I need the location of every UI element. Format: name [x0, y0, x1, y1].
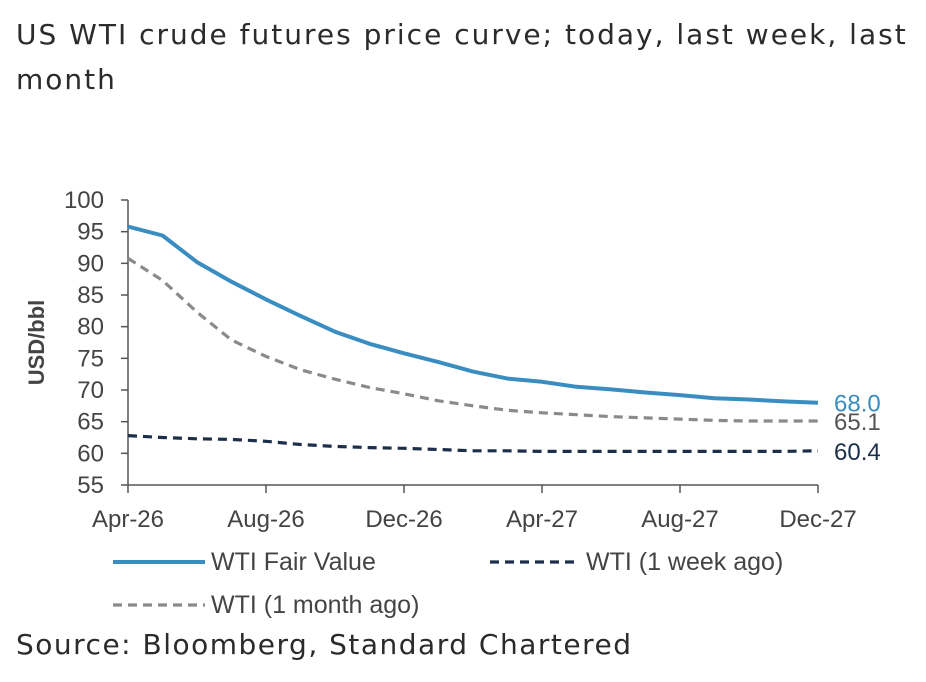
x-tick-label: Apr-27 — [506, 506, 578, 533]
x-tick-label: Dec-27 — [779, 506, 856, 533]
y-tick-label: 55 — [77, 472, 104, 499]
end-value-label: 65.1 — [834, 409, 881, 436]
y-tick-label: 60 — [77, 440, 104, 467]
legend-label: WTI (1 week ago) — [586, 548, 783, 576]
legend-label: WTI (1 month ago) — [211, 591, 419, 619]
y-tick-label: 65 — [77, 409, 104, 436]
series-line-3 — [127, 256, 818, 423]
x-tick-label: Apr-26 — [92, 506, 164, 533]
y-tick-label: 90 — [77, 250, 104, 277]
series-line-2 — [127, 434, 819, 453]
y-tick-label: 100 — [64, 187, 104, 214]
end-value-label: 68.0 — [834, 391, 881, 418]
chart-title: US WTI crude futures price curve; today,… — [16, 18, 908, 96]
y-tick-label: 80 — [77, 314, 104, 341]
x-tick-label: Aug-27 — [641, 506, 718, 533]
source-note: Source: Bloomberg, Standard Chartered — [16, 628, 633, 661]
chart-axes: 55 60 65 70 75 80 85 90 95 100 Apr-26 Aug-26 Dec-26 A… — [24, 187, 857, 533]
chart-legend: WTI Fair Value WTI (1 week ago) WTI (1 mon… — [113, 548, 783, 619]
y-tick-label: 85 — [77, 282, 104, 309]
end-value-label: 60.4 — [834, 439, 881, 466]
y-tick-label: 95 — [77, 219, 104, 246]
y-axis-label: USD/bbl — [24, 300, 49, 386]
series-layer — [127, 224, 819, 453]
end-labels: 68.0 60.4 65.1 — [834, 391, 881, 466]
x-tick-label: Aug-26 — [227, 506, 304, 533]
y-tick-label: 75 — [77, 345, 104, 372]
series-line-1 — [127, 224, 819, 405]
x-tick-label: Dec-26 — [365, 506, 442, 533]
legend-label: WTI Fair Value — [211, 548, 376, 576]
y-tick-label: 70 — [77, 377, 104, 404]
